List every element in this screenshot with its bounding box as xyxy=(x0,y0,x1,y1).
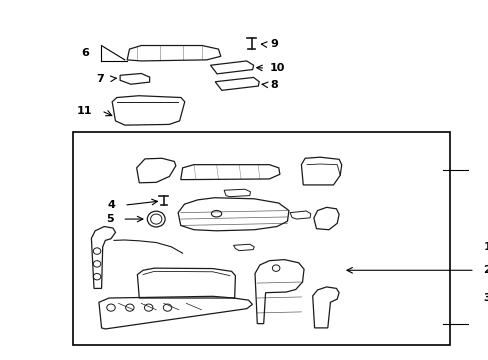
Text: 6: 6 xyxy=(81,48,89,58)
Text: 11: 11 xyxy=(76,106,92,116)
Text: 1: 1 xyxy=(482,242,488,252)
Text: 2: 2 xyxy=(482,265,488,275)
Bar xyxy=(73,132,449,345)
Text: 3: 3 xyxy=(482,293,488,303)
Text: 8: 8 xyxy=(269,80,277,90)
Text: 5: 5 xyxy=(106,214,114,224)
Text: 9: 9 xyxy=(269,40,277,49)
Text: 10: 10 xyxy=(269,63,285,73)
Text: 7: 7 xyxy=(96,73,103,84)
Text: 4: 4 xyxy=(108,200,116,210)
